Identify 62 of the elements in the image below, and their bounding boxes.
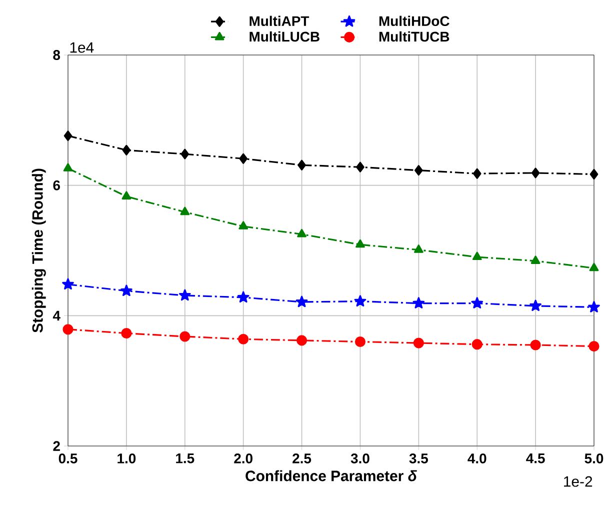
point — [472, 168, 482, 179]
x-tick-label: 3.0 — [350, 454, 370, 464]
point — [471, 297, 484, 308]
x-tick-label: 4.0 — [468, 454, 486, 464]
point — [354, 295, 366, 306]
point — [180, 331, 190, 342]
y-tick-label: 8 — [53, 50, 60, 60]
point — [472, 252, 482, 260]
x-axis-title: Confidence Parameter δ — [246, 470, 417, 482]
x-tick-label: 5.0 — [584, 454, 604, 464]
text: 1e4 — [70, 42, 94, 53]
x-tick-label: 1.5 — [176, 454, 194, 464]
x-tick-label: 2.0 — [234, 454, 252, 464]
x-tick-label: 0.5 — [58, 454, 78, 464]
point — [296, 296, 308, 308]
point — [238, 221, 248, 230]
point — [121, 328, 132, 339]
point — [120, 284, 132, 296]
point — [178, 289, 191, 301]
point — [412, 297, 425, 308]
point — [180, 206, 190, 216]
point — [122, 144, 131, 156]
point — [590, 168, 598, 180]
y-tick-label: 6 — [53, 180, 60, 190]
x-tick-label: 4.5 — [526, 454, 545, 464]
point — [180, 148, 190, 160]
point — [296, 335, 308, 346]
point — [531, 168, 540, 178]
y-tick-label: 2 — [53, 441, 60, 451]
point — [238, 334, 249, 344]
x-tick-label: 2.5 — [292, 454, 312, 464]
point — [298, 160, 306, 170]
point — [122, 191, 132, 200]
text: 1e-2 — [564, 476, 592, 487]
point — [62, 324, 74, 335]
point — [530, 300, 542, 312]
point — [530, 256, 540, 264]
y-axis-title: Stopping Time (Round) — [32, 168, 46, 333]
point — [239, 153, 248, 164]
point — [530, 340, 541, 350]
x-tick-label: 1.0 — [118, 454, 136, 464]
point — [297, 228, 306, 238]
point — [63, 163, 73, 172]
x-tick-label: 3.5 — [409, 454, 428, 464]
y-tick-label: 4 — [52, 310, 60, 320]
point — [588, 301, 600, 312]
point — [589, 262, 599, 272]
point — [588, 341, 600, 352]
point — [356, 162, 364, 172]
point — [354, 336, 366, 348]
point — [237, 291, 250, 303]
point — [414, 165, 423, 176]
point — [472, 339, 482, 350]
point — [413, 338, 424, 348]
legend-label: MultiTUCB — [379, 31, 450, 42]
legend-label: MultiLUCB — [250, 31, 320, 42]
point — [64, 130, 72, 142]
point — [414, 244, 424, 253]
legend-label: MultiAPT — [250, 16, 310, 26]
point — [62, 278, 74, 290]
point — [356, 239, 365, 248]
legend-label: MultiHDoC — [379, 16, 450, 26]
